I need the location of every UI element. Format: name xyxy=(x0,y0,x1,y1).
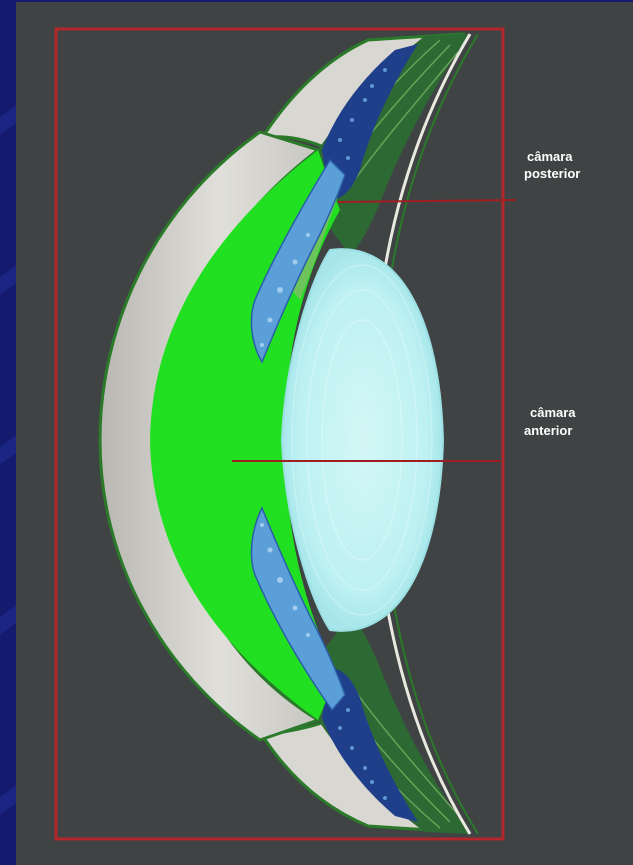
highlight-frame xyxy=(54,27,505,841)
posterior-chamber-pointer xyxy=(337,199,517,203)
lens xyxy=(280,248,445,632)
trabecular-bottom xyxy=(322,668,418,822)
iris-top xyxy=(250,158,346,364)
posterior-chamber-label-line2: posterior xyxy=(524,166,581,181)
ciliary-tissue-bottom xyxy=(318,615,470,834)
ciliary-tissue-top xyxy=(318,34,470,255)
iris-bottom xyxy=(250,506,346,712)
anterior-chamber-label-line2: anterior xyxy=(524,423,573,438)
trabecular-top xyxy=(322,44,418,200)
posterior-chamber-label-line1: câmara xyxy=(527,149,573,164)
anterior-chamber-label-line1: câmara xyxy=(530,405,576,420)
